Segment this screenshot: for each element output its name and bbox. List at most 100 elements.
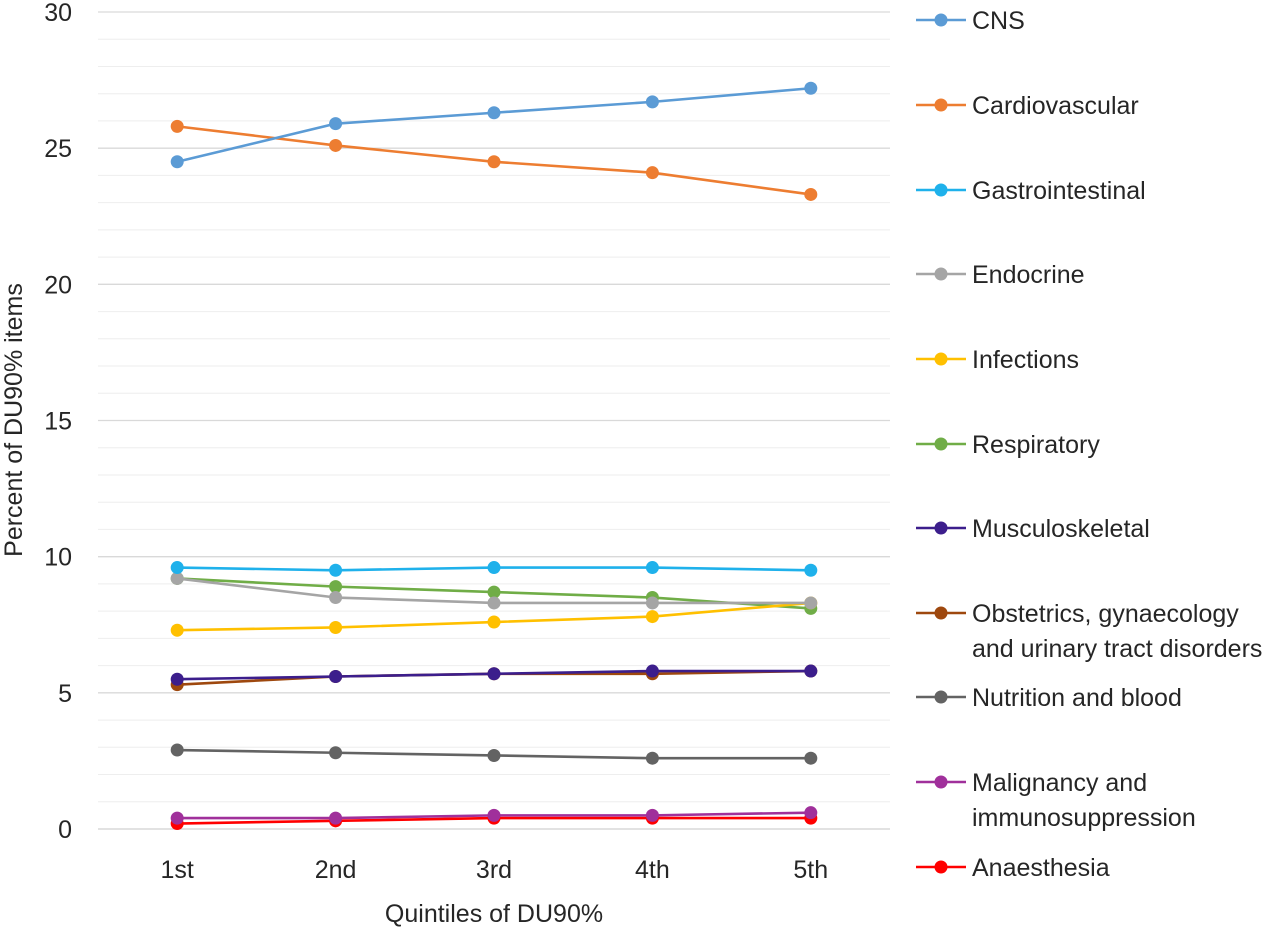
y-tick-label: 5 [58, 680, 72, 708]
data-point [329, 591, 343, 605]
series-nutrition-and-blood [170, 743, 818, 765]
data-point [645, 751, 659, 765]
x-tick-label: 2nd [315, 856, 357, 884]
data-point [645, 596, 659, 610]
y-axis-title: Percent of DU90% items [0, 283, 28, 557]
data-point [487, 667, 501, 681]
data-point [487, 748, 501, 762]
data-point [804, 81, 818, 95]
data-point [329, 620, 343, 634]
y-tick-label: 0 [58, 816, 72, 844]
y-tick-label: 20 [44, 271, 72, 299]
legend-label: and urinary tract disorders [972, 635, 1262, 663]
x-axis-title: Quintiles of DU90% [385, 900, 603, 928]
series-malignancy-and-immunosuppression [170, 806, 818, 825]
data-point [329, 117, 343, 131]
data-point [170, 743, 184, 757]
legend-swatch-marker [934, 690, 948, 704]
legend-label: Musculoskeletal [972, 515, 1150, 543]
legend-entry: Cardiovascular [916, 92, 1139, 120]
legend-label: Respiratory [972, 431, 1100, 459]
data-point [329, 746, 343, 760]
x-tick-label: 5th [793, 856, 828, 884]
legend-label: Endocrine [972, 261, 1085, 289]
legend-entry: CNS [916, 7, 1025, 35]
data-point [645, 808, 659, 822]
legend-swatch-marker [934, 437, 948, 451]
data-point [487, 596, 501, 610]
series-cns [170, 81, 818, 169]
data-point [329, 669, 343, 683]
y-tick-label: 10 [44, 544, 72, 572]
y-axis: 0 5 10 15 20 25 30 [44, 0, 72, 844]
data-point [804, 563, 818, 577]
legend-label: Nutrition and blood [972, 684, 1182, 712]
gridlines [98, 11, 890, 830]
data-point [804, 806, 818, 820]
legend-swatch-marker [934, 98, 948, 112]
legend-label: immunosuppression [972, 804, 1196, 832]
data-point [487, 808, 501, 822]
data-point [487, 561, 501, 575]
legend: CNS Cardiovascular Gastrointestinal Endocri… [916, 7, 1262, 882]
legend-entry: Anaesthesia [916, 854, 1110, 882]
data-point [804, 187, 818, 201]
data-point [170, 119, 184, 133]
legend-entry: Infections [916, 346, 1079, 374]
series-musculoskeletal [170, 664, 818, 686]
data-point [804, 596, 818, 610]
data-point [487, 155, 501, 169]
data-point [170, 672, 184, 686]
data-point [329, 563, 343, 577]
legend-label: Anaesthesia [972, 854, 1110, 882]
data-point [645, 166, 659, 180]
data-point [329, 580, 343, 594]
legend-label: Cardiovascular [972, 92, 1139, 120]
y-tick-label: 25 [44, 135, 72, 163]
x-axis: 1st 2nd 3rd 4th 5th [161, 856, 829, 884]
legend-label: Gastrointestinal [972, 177, 1146, 205]
legend-swatch-marker [934, 521, 948, 535]
data-point [645, 95, 659, 109]
legend-swatch-marker [934, 352, 948, 366]
legend-swatch-marker [934, 606, 948, 620]
x-tick-label: 3rd [476, 856, 512, 884]
x-tick-label: 1st [161, 856, 194, 884]
y-tick-label: 30 [44, 0, 72, 27]
legend-swatch-marker [934, 183, 948, 197]
data-point [170, 155, 184, 169]
legend-label: Malignancy and [972, 769, 1147, 797]
legend-swatch-marker [934, 267, 948, 281]
legend-entry: Musculoskeletal [916, 515, 1150, 543]
data-point [329, 138, 343, 152]
legend-swatch-marker [934, 775, 948, 789]
x-tick-label: 4th [635, 856, 670, 884]
data-point [170, 571, 184, 585]
legend-entry: Endocrine [916, 261, 1085, 289]
series-line [176, 86, 811, 164]
data-point [645, 664, 659, 678]
legend-entry: Malignancy and immunosuppression [916, 769, 1196, 832]
legend-entry: Nutrition and blood [916, 684, 1182, 712]
data-point [170, 561, 184, 575]
legend-entry: Obstetrics, gynaecology and urinary tract… [916, 600, 1262, 663]
data-point [487, 106, 501, 120]
legend-label: Infections [972, 346, 1079, 374]
legend-label: Obstetrics, gynaecology [972, 600, 1239, 628]
data-point [804, 664, 818, 678]
data-point [487, 585, 501, 599]
legend-label: CNS [972, 7, 1025, 35]
data-point [170, 623, 184, 637]
series-lines [170, 81, 818, 831]
data-point [645, 610, 659, 624]
data-point [487, 615, 501, 629]
series-gastrointestinal [170, 561, 818, 577]
legend-swatch-marker [934, 13, 948, 27]
legend-swatch-marker [934, 860, 948, 874]
legend-entry: Respiratory [916, 431, 1100, 459]
series-endocrine [170, 571, 818, 610]
y-tick-label: 15 [44, 408, 72, 436]
data-point [170, 811, 184, 825]
